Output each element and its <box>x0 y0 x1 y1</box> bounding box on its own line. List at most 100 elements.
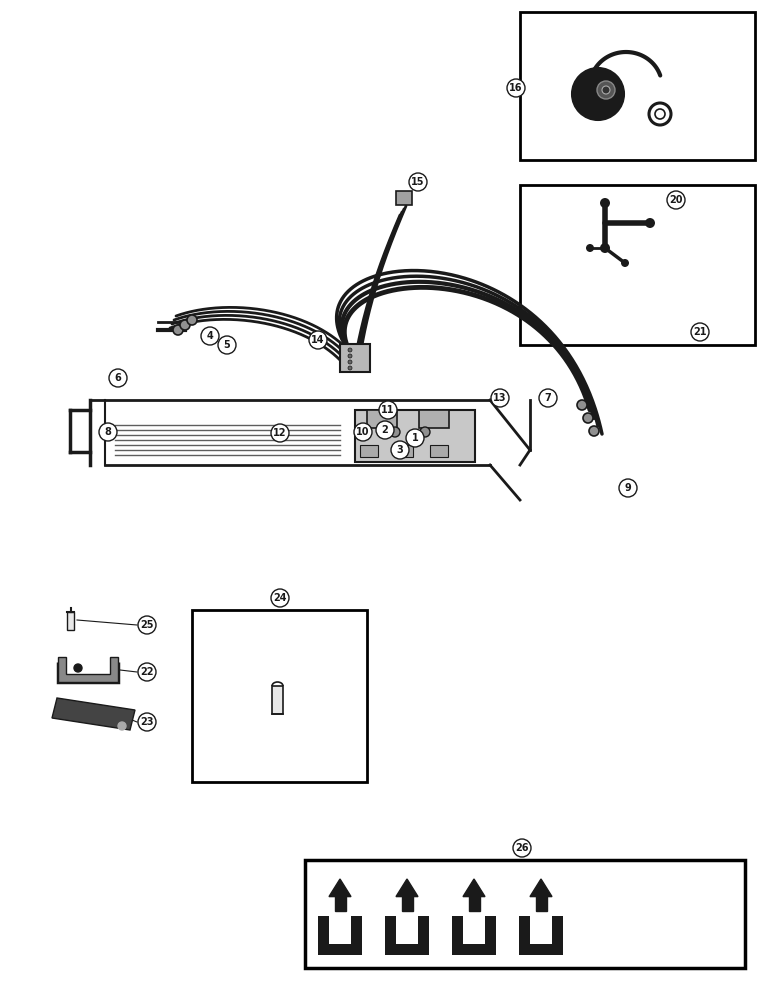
Circle shape <box>572 68 624 120</box>
Circle shape <box>187 315 197 325</box>
Bar <box>272 686 283 714</box>
Circle shape <box>577 400 587 410</box>
Bar <box>318 916 329 955</box>
Text: 2: 2 <box>381 425 388 435</box>
Bar <box>519 916 530 955</box>
Circle shape <box>138 616 156 634</box>
Polygon shape <box>52 698 135 730</box>
Bar <box>520 185 755 345</box>
Bar <box>318 944 362 955</box>
Text: 21: 21 <box>693 327 706 337</box>
Bar <box>340 344 370 372</box>
Text: 6: 6 <box>114 373 121 383</box>
Circle shape <box>99 423 117 441</box>
Bar <box>385 944 429 955</box>
Text: 12: 12 <box>273 428 286 438</box>
Circle shape <box>406 429 424 447</box>
Bar <box>419 410 449 428</box>
Circle shape <box>409 173 427 191</box>
Bar <box>396 191 412 205</box>
Polygon shape <box>329 879 351 897</box>
Bar <box>192 610 367 782</box>
Circle shape <box>391 441 409 459</box>
Bar <box>536 895 547 911</box>
Circle shape <box>619 479 637 497</box>
Bar <box>452 944 496 955</box>
Bar <box>385 916 396 955</box>
Circle shape <box>583 413 593 423</box>
Bar <box>360 445 378 457</box>
Circle shape <box>600 198 610 208</box>
Circle shape <box>348 348 352 352</box>
Bar <box>552 916 563 955</box>
Bar <box>67 612 74 630</box>
Bar <box>430 445 448 457</box>
Text: 22: 22 <box>141 667 154 677</box>
Bar <box>452 916 463 955</box>
Text: 4: 4 <box>207 331 213 341</box>
Circle shape <box>539 389 557 407</box>
Bar <box>519 944 563 955</box>
Text: 23: 23 <box>141 717 154 727</box>
Circle shape <box>218 336 236 354</box>
Bar <box>418 916 429 955</box>
Circle shape <box>376 421 394 439</box>
Circle shape <box>271 424 289 442</box>
Polygon shape <box>530 879 552 897</box>
Circle shape <box>589 426 599 436</box>
Circle shape <box>621 259 629 267</box>
Circle shape <box>513 839 531 857</box>
Polygon shape <box>396 879 418 897</box>
Circle shape <box>491 389 509 407</box>
Circle shape <box>645 218 655 228</box>
Circle shape <box>271 589 289 607</box>
Circle shape <box>420 427 430 437</box>
Circle shape <box>597 81 615 99</box>
Text: 10: 10 <box>356 427 370 437</box>
Circle shape <box>173 325 183 335</box>
Text: 25: 25 <box>141 620 154 630</box>
Circle shape <box>348 360 352 364</box>
Text: 9: 9 <box>625 483 631 493</box>
Circle shape <box>138 663 156 681</box>
Bar <box>351 916 362 955</box>
Text: 1: 1 <box>411 433 418 443</box>
Text: 7: 7 <box>544 393 551 403</box>
Circle shape <box>109 369 127 387</box>
Circle shape <box>354 423 372 441</box>
Text: 11: 11 <box>381 405 394 415</box>
Text: 16: 16 <box>510 83 523 93</box>
Text: 3: 3 <box>397 445 404 455</box>
Circle shape <box>600 243 610 253</box>
Polygon shape <box>463 879 485 897</box>
Bar <box>305 860 745 968</box>
Text: 8: 8 <box>104 427 111 437</box>
Circle shape <box>586 244 594 252</box>
Circle shape <box>390 427 400 437</box>
Circle shape <box>348 354 352 358</box>
Circle shape <box>507 79 525 97</box>
Bar <box>469 895 479 911</box>
Polygon shape <box>58 657 118 682</box>
Circle shape <box>118 722 126 730</box>
Circle shape <box>691 323 709 341</box>
Circle shape <box>379 401 397 419</box>
Circle shape <box>667 191 685 209</box>
Circle shape <box>180 320 190 330</box>
Circle shape <box>201 327 219 345</box>
Circle shape <box>309 331 327 349</box>
Circle shape <box>74 664 82 672</box>
Bar <box>367 410 397 428</box>
Bar <box>520 12 755 160</box>
Circle shape <box>602 86 610 94</box>
Bar <box>401 895 412 911</box>
Text: 5: 5 <box>224 340 230 350</box>
Text: 20: 20 <box>669 195 682 205</box>
Text: 13: 13 <box>493 393 506 403</box>
Bar <box>485 916 496 955</box>
Text: 24: 24 <box>273 593 286 603</box>
Text: 15: 15 <box>411 177 425 187</box>
Bar <box>334 895 346 911</box>
Circle shape <box>348 366 352 370</box>
Bar <box>395 445 413 457</box>
